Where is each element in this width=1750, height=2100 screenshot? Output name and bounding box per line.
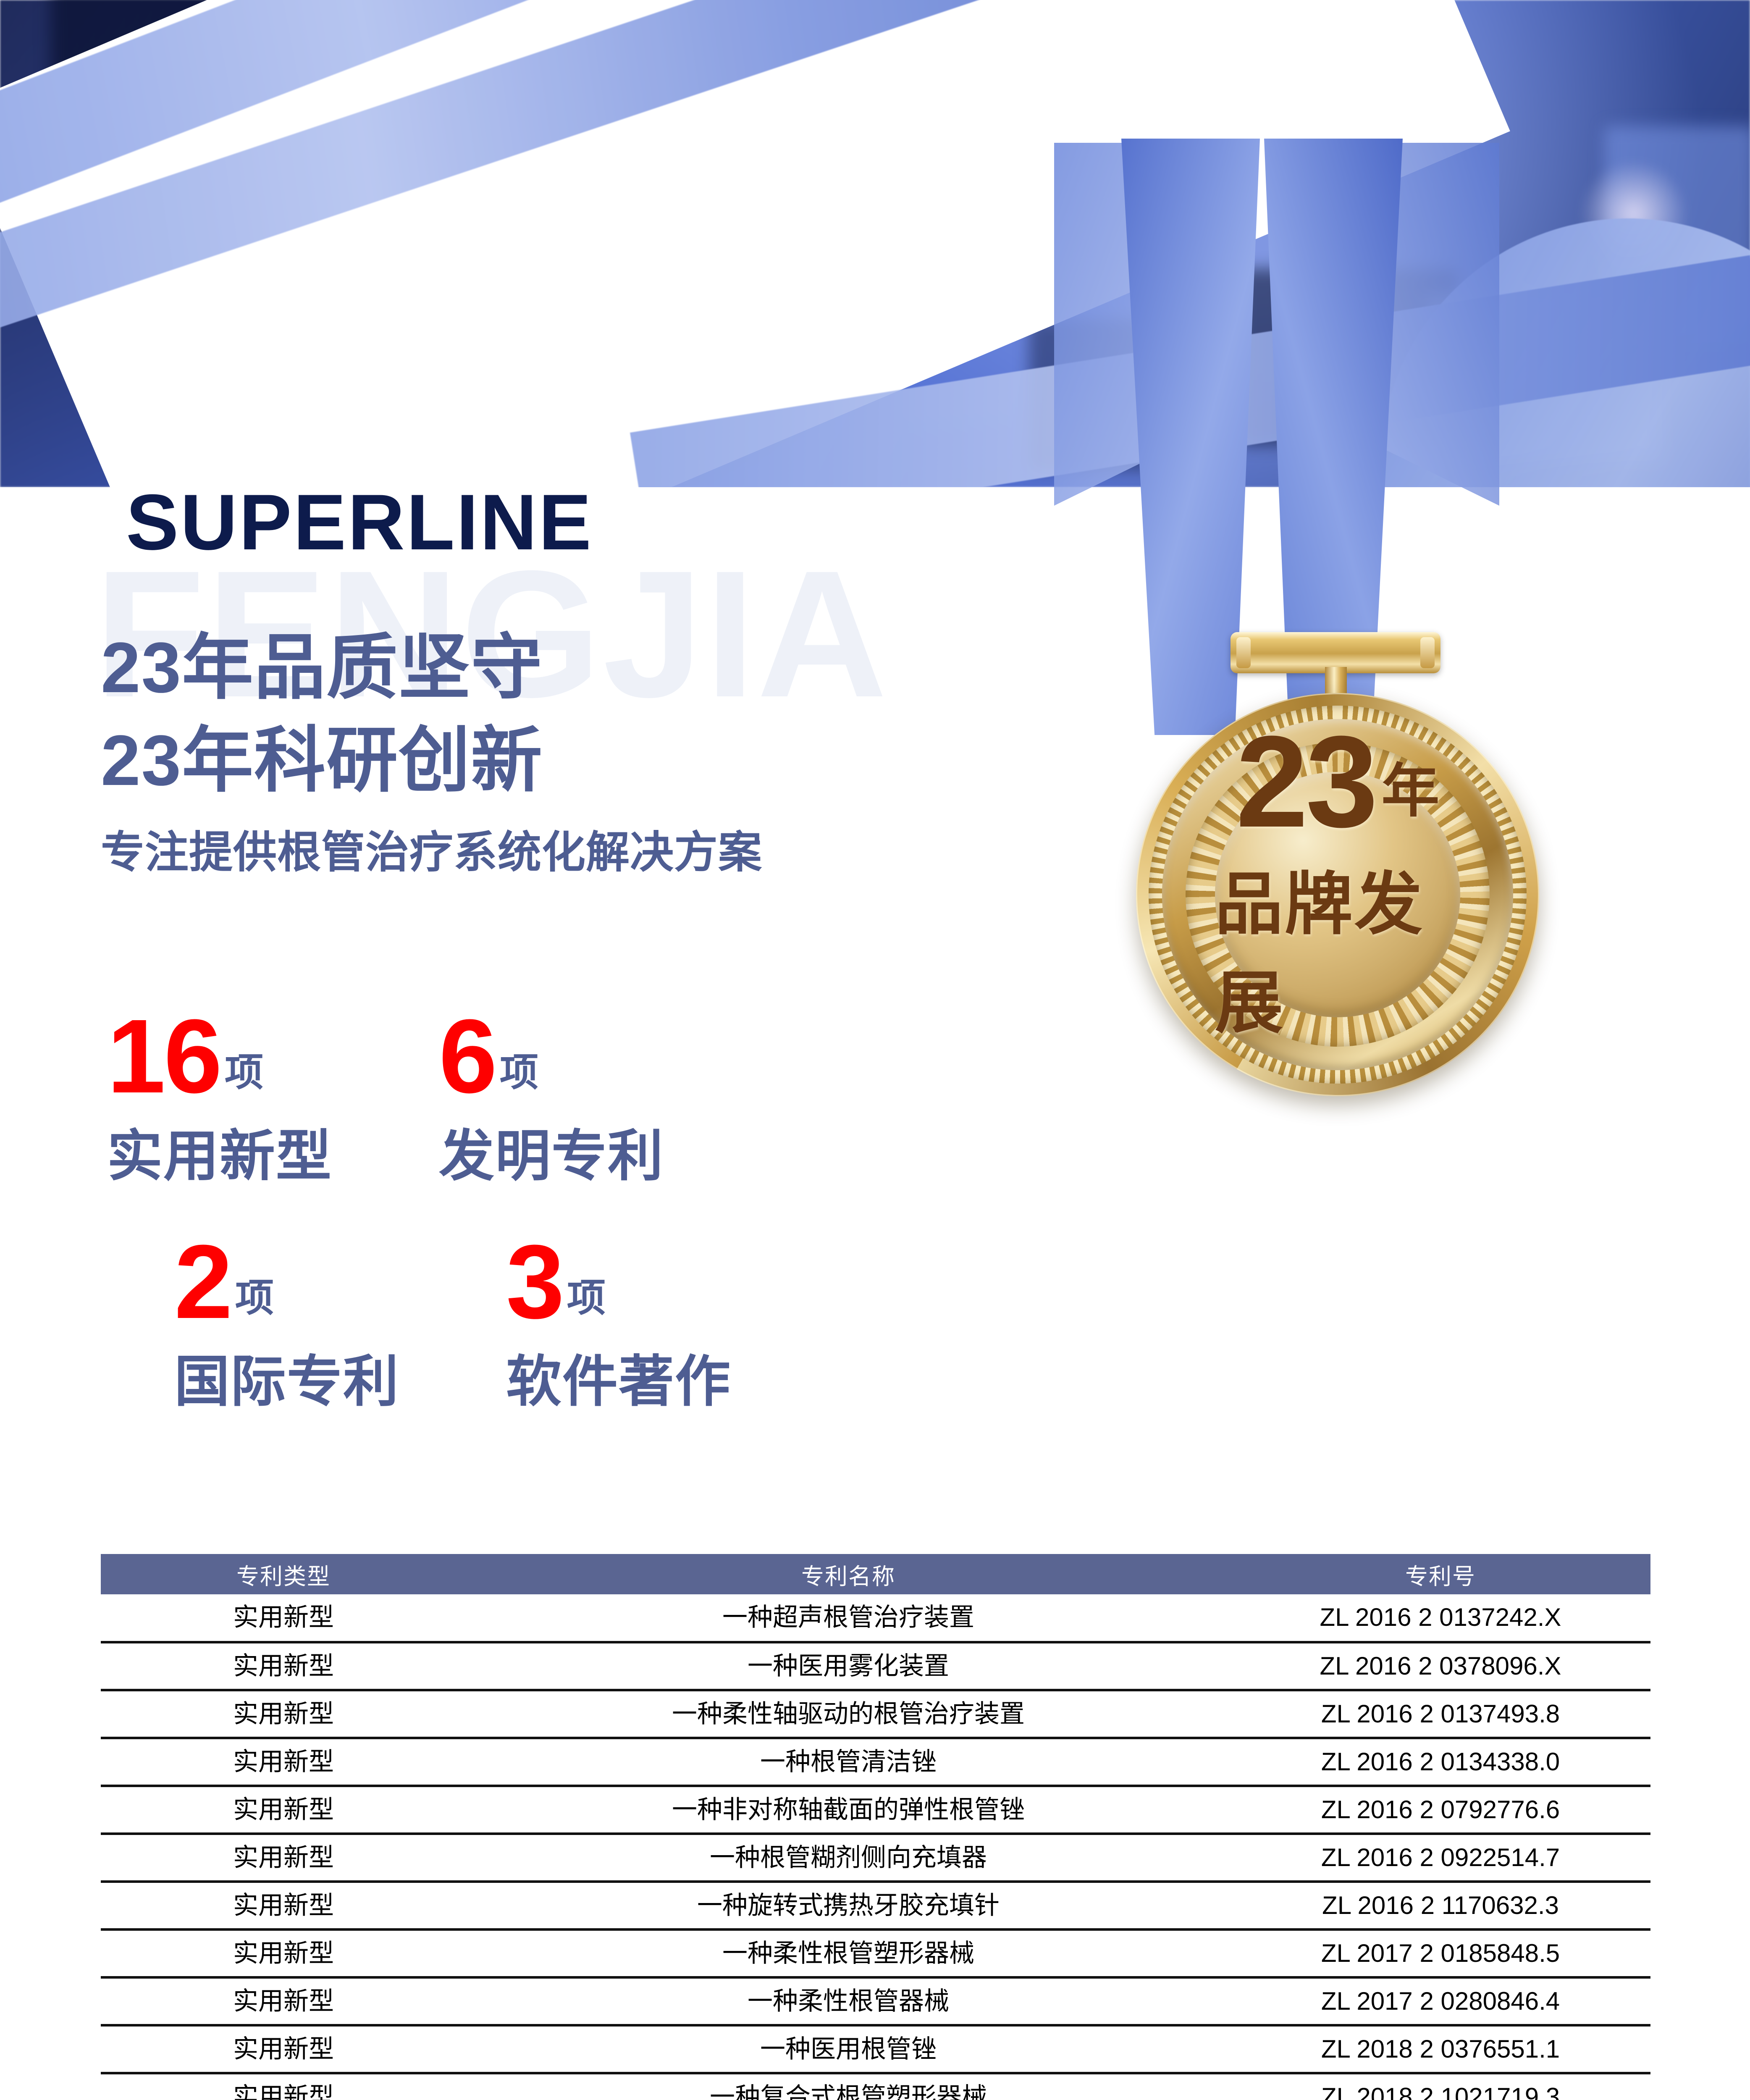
cell-patent-name: 一种柔性轴驱动的根管治疗装置 — [466, 1690, 1231, 1739]
patent-table: 专利类型 专利名称 专利号 实用新型 一种超声根管治疗装置 ZL 2016 2 01… — [101, 1554, 1650, 2100]
medal-year-unit: 年 — [1381, 759, 1440, 824]
patent-table-body: 实用新型 一种超声根管治疗装置 ZL 2016 2 0137242.X 实用新型 一种医… — [101, 1594, 1650, 2100]
cell-patent-name: 一种根管清洁锉 — [466, 1738, 1231, 1787]
table-header-row: 专利类型 专利名称 专利号 — [101, 1554, 1650, 1594]
cell-patent-name: 一种根管糊剂侧向充填器 — [466, 1834, 1231, 1883]
cell-patent-type: 实用新型 — [101, 2025, 466, 2074]
stat-label: 软件著作 — [506, 1351, 731, 1412]
stat-label: 实用新型 — [107, 1125, 332, 1187]
stat-number: 3 — [506, 1223, 564, 1340]
stat-value-group: 3 项 — [506, 1223, 771, 1340]
table-row: 实用新型 一种柔性轴驱动的根管治疗装置 ZL 2016 2 0137493.8 — [101, 1690, 1650, 1739]
slogan-block: 23年品质坚守 23年科研创新 专注提供根管治疗系统化解决方案 — [101, 622, 762, 880]
table-row: 实用新型 一种非对称轴截面的弹性根管锉 ZL 2016 2 0792776.6 — [101, 1786, 1650, 1835]
cell-patent-type: 实用新型 — [101, 1786, 466, 1835]
table-row: 实用新型 一种根管清洁锉 ZL 2016 2 0134338.0 — [101, 1738, 1650, 1787]
stat-value-group: 2 项 — [174, 1223, 439, 1340]
table-row: 实用新型 一种复合式根管塑形器械 ZL 2018 2 1021719.3 — [101, 2073, 1650, 2100]
slogan-line-1: 23年品质坚守 — [101, 628, 543, 708]
cell-patent-number: ZL 2016 2 0922514.7 — [1231, 1834, 1650, 1883]
column-header-type: 专利类型 — [101, 1554, 466, 1594]
medal-graphic: 23 年 品牌发展 — [970, 139, 1625, 1424]
stat-invention-patent: 6 项 发明专利 — [439, 998, 771, 1192]
stat-value-group: 6 项 — [439, 998, 771, 1115]
cell-patent-name: 一种非对称轴截面的弹性根管锉 — [466, 1786, 1231, 1835]
cell-patent-type: 实用新型 — [101, 2073, 466, 2100]
cell-patent-number: ZL 2016 2 0134338.0 — [1231, 1738, 1650, 1787]
cell-patent-number: ZL 2018 2 0376551.1 — [1231, 2025, 1650, 2074]
cell-patent-type: 实用新型 — [101, 1834, 466, 1883]
medal-center: 23 年 品牌发展 — [1215, 716, 1460, 1041]
stat-international-patent: 2 项 国际专利 — [107, 1223, 439, 1417]
table-row: 实用新型 一种柔性根管器械 ZL 2017 2 0280846.4 — [101, 1977, 1650, 2026]
table-row: 实用新型 一种超声根管治疗装置 ZL 2016 2 0137242.X — [101, 1594, 1650, 1643]
stat-software-copyright: 3 项 软件著作 — [439, 1223, 771, 1417]
stat-label: 国际专利 — [174, 1351, 399, 1412]
stat-unit: 项 — [500, 1051, 539, 1094]
patent-table-head: 专利类型 专利名称 专利号 — [101, 1554, 1650, 1594]
cell-patent-number: ZL 2017 2 0185848.5 — [1231, 1929, 1650, 1979]
column-header-name: 专利名称 — [466, 1554, 1231, 1594]
stat-row-bottom: 2 项 国际专利 3 项 软件著作 — [107, 1223, 821, 1417]
table-row: 实用新型 一种旋转式携热牙胶充填针 ZL 2016 2 1170632.3 — [101, 1882, 1650, 1931]
stat-number: 6 — [439, 998, 497, 1115]
cell-patent-name: 一种复合式根管塑形器械 — [466, 2073, 1231, 2100]
slogan-line-2: 23年科研创新 — [101, 721, 543, 801]
medal-clasp — [1231, 632, 1440, 673]
cell-patent-type: 实用新型 — [101, 1929, 466, 1979]
cell-patent-number: ZL 2016 2 0137493.8 — [1231, 1690, 1650, 1739]
table-row: 实用新型 一种根管糊剂侧向充填器 ZL 2016 2 0922514.7 — [101, 1834, 1650, 1883]
medal-year-block: 23 年 — [1236, 708, 1440, 854]
stat-number: 2 — [174, 1223, 233, 1340]
patent-stats: 16 项 实用新型 6 项 发明专利 2 项 国际专利 3 项 软件著 — [107, 998, 821, 1417]
cell-patent-number: ZL 2016 2 1170632.3 — [1231, 1882, 1650, 1931]
stat-utility-model: 16 项 实用新型 — [107, 998, 439, 1192]
cell-patent-number: ZL 2016 2 0137242.X — [1231, 1594, 1650, 1643]
table-row: 实用新型 一种柔性根管塑形器械 ZL 2017 2 0185848.5 — [101, 1929, 1650, 1979]
cell-patent-number: ZL 2016 2 0792776.6 — [1231, 1786, 1650, 1835]
stat-unit: 项 — [567, 1277, 606, 1320]
cell-patent-type: 实用新型 — [101, 1882, 466, 1931]
stat-number: 16 — [107, 998, 222, 1115]
medal-subtitle: 品牌发展 — [1215, 866, 1424, 1042]
stat-label: 发明专利 — [439, 1125, 664, 1187]
stat-unit: 项 — [235, 1277, 274, 1320]
cell-patent-name: 一种医用根管锉 — [466, 2025, 1231, 2074]
cell-patent-type: 实用新型 — [101, 1977, 466, 2026]
cell-patent-name: 一种医用雾化装置 — [466, 1642, 1231, 1691]
slogan-subtitle: 专注提供根管治疗系统化解决方案 — [101, 828, 763, 877]
stat-row-top: 16 项 实用新型 6 项 发明专利 — [107, 998, 821, 1192]
medal-year-number: 23 — [1236, 708, 1378, 854]
table-row: 实用新型 一种医用雾化装置 ZL 2016 2 0378096.X — [101, 1642, 1650, 1691]
cell-patent-name: 一种柔性根管器械 — [466, 1977, 1231, 2026]
cell-patent-type: 实用新型 — [101, 1594, 466, 1643]
table-row: 实用新型 一种医用根管锉 ZL 2018 2 0376551.1 — [101, 2025, 1650, 2074]
medal-disc: 23 年 品牌发展 — [1136, 693, 1539, 1096]
cell-patent-name: 一种旋转式携热牙胶充填针 — [466, 1882, 1231, 1931]
brand-name: SUPERLINE — [126, 478, 593, 566]
cell-patent-number: ZL 2016 2 0378096.X — [1231, 1642, 1650, 1691]
cell-patent-name: 一种超声根管治疗装置 — [466, 1594, 1231, 1643]
cell-patent-type: 实用新型 — [101, 1690, 466, 1739]
cell-patent-number: ZL 2017 2 0280846.4 — [1231, 1977, 1650, 2026]
column-header-number: 专利号 — [1231, 1554, 1650, 1594]
cell-patent-number: ZL 2018 2 1021719.3 — [1231, 2073, 1650, 2100]
cell-patent-type: 实用新型 — [101, 1738, 466, 1787]
cell-patent-name: 一种柔性根管塑形器械 — [466, 1929, 1231, 1979]
brand-watermark: FENGJIA — [94, 533, 889, 735]
stat-unit: 项 — [225, 1051, 264, 1094]
stat-value-group: 16 项 — [107, 998, 439, 1115]
cell-patent-type: 实用新型 — [101, 1642, 466, 1691]
